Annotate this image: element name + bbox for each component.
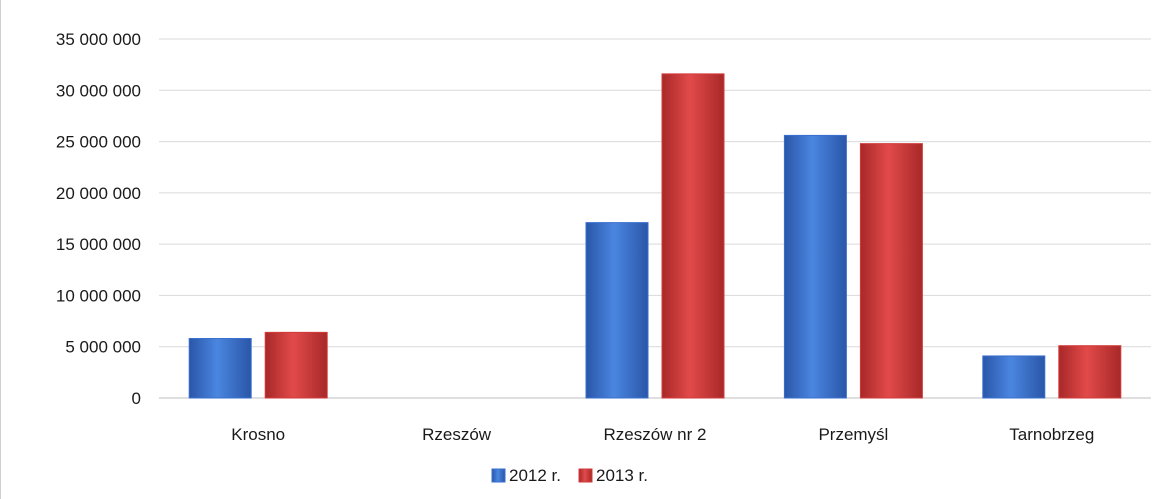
y-tick-label: 35 000 000 [56,30,141,49]
legend-label: 2012 r. [509,466,561,485]
y-tick-label: 25 000 000 [56,133,141,152]
bar-2013-3 [859,143,923,399]
y-tick-label: 20 000 000 [56,184,141,203]
bar-2012-3 [783,134,847,399]
bar-2012-4 [982,355,1046,399]
x-category-label: Tarnobrzeg [1009,425,1094,444]
legend-swatch [491,468,506,483]
y-tick-label: 5 000 000 [65,338,141,357]
y-axis-ticks: 0 5 000 000 10 000 000 15 000 000 20 000 000… [56,30,141,408]
legend: 2012 r. 2013 r. [491,466,648,485]
y-tick-label: 0 [132,389,141,408]
legend-label: 2013 r. [596,466,648,485]
bar-2012-0 [188,338,252,399]
y-tick-label: 10 000 000 [56,286,141,305]
bar-2013-4 [1058,345,1122,399]
bar-2013-2 [661,73,725,399]
y-tick-label: 15 000 000 [56,235,141,254]
y-tick-label: 30 000 000 [56,81,141,100]
bar-2012-2 [585,222,649,399]
bar-2013-0 [264,331,328,399]
x-category-label: Przemyśl [818,425,888,444]
x-category-label: Krosno [231,425,285,444]
x-axis-categories: Krosno Rzeszów Rzeszów nr 2 Przemyśl Tarnobr… [231,425,1094,444]
x-category-label: Rzeszów [422,425,492,444]
x-category-label: Rzeszów nr 2 [604,425,707,444]
bars [188,73,1122,399]
legend-swatch [578,468,593,483]
